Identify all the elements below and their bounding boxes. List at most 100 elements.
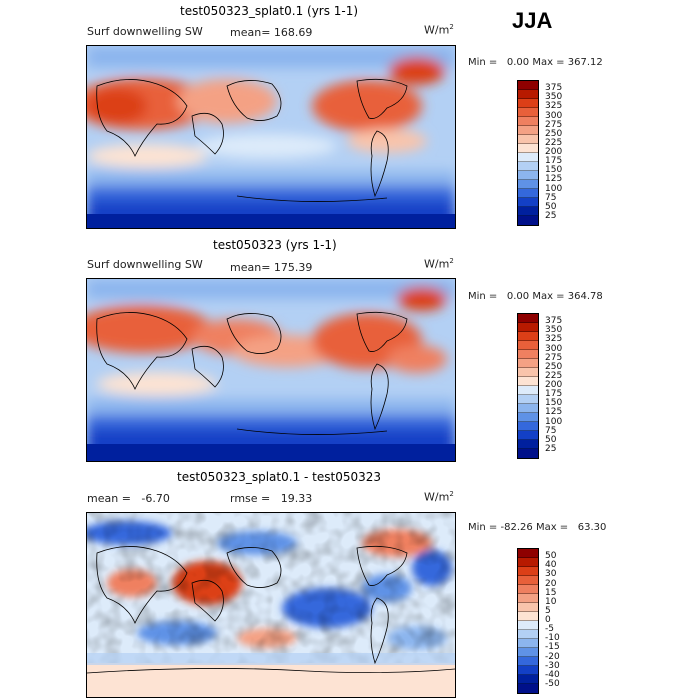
colorbar-tick-label: 125 xyxy=(545,174,563,185)
colorbar xyxy=(517,80,539,226)
colorbar-tick-label: 100 xyxy=(545,416,563,427)
colorbar-segment xyxy=(518,323,538,332)
colorbar-tick-label: -30 xyxy=(545,660,560,671)
colorbar-segment xyxy=(518,684,538,693)
colorbar-tick-label: 10 xyxy=(545,596,557,607)
colorbar xyxy=(517,313,539,459)
colorbar-tick-label: 325 xyxy=(545,334,563,345)
colorbar-segment xyxy=(518,207,538,216)
colorbar-tick-label: 375 xyxy=(545,83,563,94)
colorbar-segment xyxy=(518,90,538,99)
colorbar-tick-label: -10 xyxy=(545,633,560,644)
panel-title: test050323_splat0.1 (yrs 1-1) xyxy=(180,4,359,18)
colorbar-segment xyxy=(518,621,538,630)
colorbar-tick-label: 350 xyxy=(545,92,563,103)
colorbar-segment xyxy=(518,386,538,395)
colorbar-tick-label: 25 xyxy=(545,443,557,454)
colorbar-segment xyxy=(518,377,538,386)
colorbar-tick-label: 275 xyxy=(545,119,563,130)
colorbar xyxy=(517,548,539,694)
colorbar-segment xyxy=(518,180,538,189)
colorbar-segment xyxy=(518,612,538,621)
colorbar-segment xyxy=(518,314,538,323)
colorbar-tick-label: 50 xyxy=(545,551,557,562)
colorbar-tick-label: -5 xyxy=(545,624,554,635)
rmse-label: rmse = 19.33 xyxy=(230,492,313,505)
colorbar-segment xyxy=(518,675,538,684)
colorbar-segment xyxy=(518,395,538,404)
units-label: W/m2 xyxy=(424,490,454,504)
colorbar-tick-label: -15 xyxy=(545,642,560,653)
colorbar-segment xyxy=(518,144,538,153)
colorbar-segment xyxy=(518,648,538,657)
colorbar-segment xyxy=(518,567,538,576)
colorbar-segment xyxy=(518,558,538,567)
colorbar-tick-label: 20 xyxy=(545,578,557,589)
colorbar-segment xyxy=(518,368,538,377)
colorbar-segment xyxy=(518,431,538,440)
colorbar-tick-label: 250 xyxy=(545,361,563,372)
colorbar-segment xyxy=(518,108,538,117)
variable-label: Surf downwelling SW xyxy=(87,25,203,38)
colorbar-tick-label: -40 xyxy=(545,669,560,680)
colorbar-tick-label: 50 xyxy=(545,201,557,212)
colorbar-segment xyxy=(518,135,538,144)
colorbar-tick-label: 0 xyxy=(545,615,551,625)
colorbar-tick-label: 225 xyxy=(545,137,563,148)
colorbar-tick-label: 5 xyxy=(545,605,551,616)
world-map-swdown-control xyxy=(86,278,456,462)
panel-title: test050323_splat0.1 - test050323 xyxy=(177,470,382,484)
units-label: W/m2 xyxy=(424,23,454,37)
min-max-readout: Min = 0.00 Max = 367.12 xyxy=(468,57,603,68)
colorbar-tick-label: 300 xyxy=(545,110,563,121)
colorbar-segment xyxy=(518,549,538,558)
colorbar-tick-label: 275 xyxy=(545,352,563,363)
colorbar-segment xyxy=(518,216,538,225)
colorbar-tick-label: 250 xyxy=(545,128,563,139)
colorbar-tick-label: 75 xyxy=(545,192,557,203)
colorbar-segment xyxy=(518,666,538,675)
colorbar-tick-label: 325 xyxy=(545,101,563,112)
colorbar-tick-label: 150 xyxy=(545,165,563,176)
colorbar-segment xyxy=(518,422,538,431)
mean-label: mean= 175.39 xyxy=(230,261,313,274)
colorbar-segment xyxy=(518,657,538,666)
colorbar-tick-label: 175 xyxy=(545,156,563,167)
world-map-swdown-splat xyxy=(86,45,456,229)
colorbar-segment xyxy=(518,594,538,603)
colorbar-segment xyxy=(518,189,538,198)
colorbar-tick-label: 25 xyxy=(545,210,557,221)
colorbar-tick-label: 125 xyxy=(545,407,563,418)
colorbar-segment xyxy=(518,198,538,207)
colorbar-segment xyxy=(518,350,538,359)
colorbar-segment xyxy=(518,449,538,458)
colorbar-segment xyxy=(518,341,538,350)
colorbar-tick-label: 75 xyxy=(545,425,557,436)
colorbar-segment xyxy=(518,359,538,368)
world-map-swdown-difference xyxy=(86,512,456,698)
colorbar-segment xyxy=(518,81,538,90)
min-max-readout: Min = 0.00 Max = 364.78 xyxy=(468,291,603,302)
colorbar-tick-label: 350 xyxy=(545,325,563,336)
colorbar-tick-label: 300 xyxy=(545,343,563,354)
colorbar-tick-label: -50 xyxy=(545,678,560,689)
variable-label: Surf downwelling SW xyxy=(87,258,203,271)
colorbar-segment xyxy=(518,117,538,126)
colorbar-segment xyxy=(518,99,538,108)
diff-mean-label: mean = -6.70 xyxy=(87,492,170,505)
panel-title: test050323 (yrs 1-1) xyxy=(213,238,337,252)
colorbar-segment xyxy=(518,585,538,594)
colorbar-tick-label: -20 xyxy=(545,651,560,662)
colorbar-segment xyxy=(518,162,538,171)
colorbar-tick-label: 200 xyxy=(545,380,563,390)
colorbar-tick-label: 100 xyxy=(545,183,563,194)
colorbar-segment xyxy=(518,630,538,639)
units-label: W/m2 xyxy=(424,257,454,271)
colorbar-tick-label: 50 xyxy=(545,434,557,445)
colorbar-segment xyxy=(518,171,538,180)
colorbar-segment xyxy=(518,153,538,162)
colorbar-tick-label: 175 xyxy=(545,389,563,400)
colorbar-tick-label: 200 xyxy=(545,147,563,157)
colorbar-segment xyxy=(518,440,538,449)
colorbar-tick-label: 150 xyxy=(545,398,563,409)
